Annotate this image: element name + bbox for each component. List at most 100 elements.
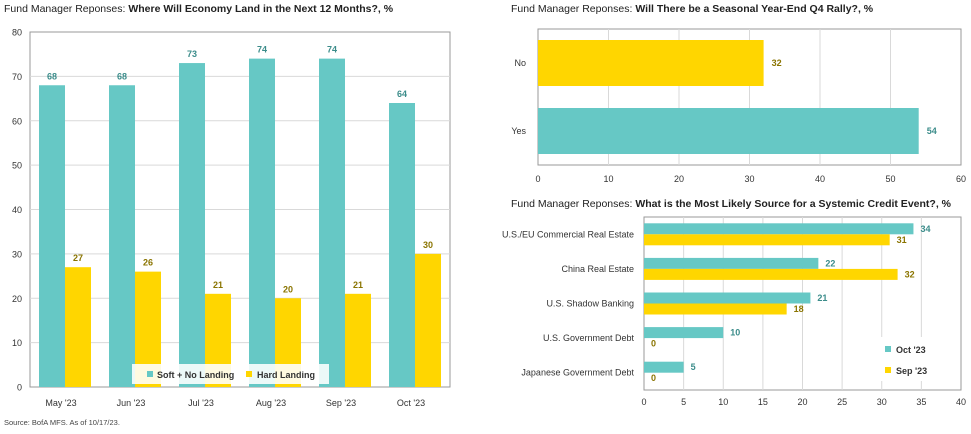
chart3-legend-swatch: [885, 367, 891, 373]
chart1-x-tick-label: Oct '23: [397, 398, 425, 408]
chart2-y-tick-label: Yes: [511, 126, 526, 136]
chart1-title: Fund Manager Reponses: Where Will Econom…: [4, 3, 393, 15]
chart3-legend-label: Oct '23: [896, 345, 926, 355]
chart3-data-label: 21: [817, 293, 827, 303]
chart3-y-tick-label: U.S./EU Commercial Real Estate: [502, 229, 634, 239]
chart1-x-tick-label: Aug '23: [256, 398, 286, 408]
chart2-x-tick-label: 60: [956, 174, 966, 184]
chart1-data-label: 27: [73, 253, 83, 263]
chart3-x-tick-label: 5: [681, 397, 686, 407]
chart1-x-tick-label: May '23: [45, 398, 76, 408]
chart3-data-label: 32: [905, 269, 915, 279]
chart1-y-tick-label: 40: [12, 205, 22, 215]
chart1-x-tick-label: Sep '23: [326, 398, 356, 408]
chart1-title-prefix: Fund Manager Reponses:: [4, 3, 129, 15]
chart3-legend-swatch: [885, 346, 891, 352]
chart3-x-tick-label: 20: [797, 397, 807, 407]
chart1-legend-swatch: [246, 371, 252, 377]
chart1-data-label: 64: [397, 89, 407, 99]
chart1-bar: [109, 85, 135, 387]
chart3-y-tick-label: U.S. Shadow Banking: [546, 299, 634, 309]
chart2-x-tick-label: 0: [535, 174, 540, 184]
chart1-data-label: 68: [117, 71, 127, 81]
chart3-data-label: 31: [897, 235, 907, 245]
chart3-title-main: What is the Most Likely Source for a Sys…: [635, 198, 951, 210]
chart1-y-tick-label: 10: [12, 338, 22, 348]
chart1-legend-label: Soft + No Landing: [157, 370, 234, 380]
chart1-legend-label: Hard Landing: [257, 370, 315, 380]
chart1-data-label: 21: [353, 280, 363, 290]
chart3-title-prefix: Fund Manager Reponses:: [511, 198, 636, 210]
chart3-data-label: 18: [794, 304, 804, 314]
chart1-y-tick-label: 50: [12, 161, 22, 171]
chart3-data-label: 10: [730, 328, 740, 338]
chart3-legend-label: Sep '23: [896, 366, 927, 376]
chart2-x-tick-label: 30: [744, 174, 754, 184]
chart2-data-label: 54: [927, 126, 937, 136]
chart1-bar: [319, 58, 345, 387]
chart3-bar: [644, 223, 914, 235]
chart3-bar: [644, 234, 890, 246]
chart3-y-tick-label: Japanese Government Debt: [521, 368, 634, 378]
chart1-bar: [415, 253, 441, 387]
chart2-title: Fund Manager Reponses: Will There be a S…: [511, 3, 873, 15]
chart1-bar: [65, 267, 91, 387]
chart1-bar: [249, 58, 275, 387]
chart1-bar: [179, 63, 205, 387]
chart1-y-tick-label: 20: [12, 294, 22, 304]
chart2-x-tick-label: 10: [603, 174, 613, 184]
chart2-data-label: 32: [772, 58, 782, 68]
chart2-x-tick-label: 20: [674, 174, 684, 184]
chart1-y-tick-label: 0: [17, 383, 22, 393]
chart3-data-label: 0: [651, 373, 656, 383]
chart3-data-label: 34: [920, 224, 930, 234]
chart1-data-label: 74: [257, 45, 267, 55]
chart2-title-main: Will There be a Seasonal Year-End Q4 Ral…: [635, 3, 874, 15]
chart3-y-tick-label: China Real Estate: [561, 264, 634, 274]
chart1-data-label: 21: [213, 280, 223, 290]
chart3-bar: [644, 303, 787, 315]
chart3-bar: [644, 361, 684, 373]
chart3-y-tick-label: U.S. Government Debt: [543, 333, 635, 343]
chart3-x-tick-label: 35: [916, 397, 926, 407]
chart3-x-tick-label: 0: [641, 397, 646, 407]
chart2-x-tick-label: 50: [885, 174, 895, 184]
source-note: Source: BofA MFS. As of 10/17/23.: [4, 418, 120, 427]
chart2-title-prefix: Fund Manager Reponses:: [511, 3, 636, 15]
chart3-bar: [644, 327, 724, 339]
chart3-x-tick-label: 30: [877, 397, 887, 407]
chart3-bar: [644, 292, 811, 304]
chart1-data-label: 26: [143, 258, 153, 268]
chart3-bar: [644, 257, 819, 269]
chart1-y-tick-label: 30: [12, 249, 22, 259]
chart3-x-tick-label: 15: [758, 397, 768, 407]
chart1-y-tick-label: 80: [12, 28, 22, 38]
chart1-legend-box: [132, 364, 329, 384]
chart3-x-tick-label: 40: [956, 397, 966, 407]
chart1-title-main: Where Will Economy Land in the Next 12 M…: [128, 3, 394, 15]
chart2-bar: [538, 40, 764, 86]
chart1-x-tick-label: Jun '23: [117, 398, 146, 408]
chart3-data-label: 22: [825, 258, 835, 268]
chart3-data-label: 0: [651, 339, 656, 349]
chart3-x-tick-label: 25: [837, 397, 847, 407]
chart1-data-label: 73: [187, 49, 197, 59]
chart2-y-tick-label: No: [514, 58, 526, 68]
chart1-data-label: 20: [283, 284, 293, 294]
chart1-legend-swatch: [147, 371, 153, 377]
chart1-data-label: 30: [423, 240, 433, 250]
chart1-bar: [389, 103, 415, 387]
chart3-title: Fund Manager Reponses: What is the Most …: [511, 198, 951, 210]
chart2-bar: [538, 108, 919, 154]
chart1-x-tick-label: Jul '23: [188, 398, 214, 408]
chart2-x-tick-label: 40: [815, 174, 825, 184]
chart3-data-label: 5: [691, 362, 696, 372]
chart1-data-label: 68: [47, 71, 57, 81]
chart3-bar: [644, 268, 898, 280]
chart3-legend-box: [878, 337, 958, 381]
chart1-bar: [345, 293, 371, 387]
chart1-y-tick-label: 70: [12, 72, 22, 82]
chart1-y-tick-label: 60: [12, 116, 22, 126]
chart1-data-label: 74: [327, 45, 337, 55]
